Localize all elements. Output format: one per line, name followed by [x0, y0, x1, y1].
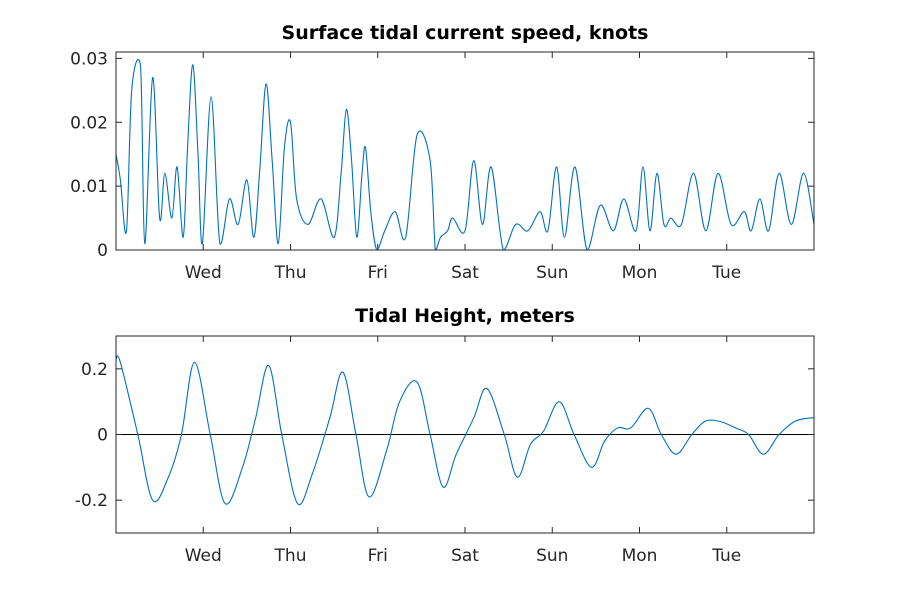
- tidal-height-x-tick-label: Sun: [536, 546, 568, 566]
- current-speed-line: [115, 58, 815, 251]
- current-speed-y-tick-label: 0.02: [70, 113, 108, 133]
- tidal-height-y-tick-label: 0: [97, 426, 108, 446]
- current-speed-x-tick-label: Sat: [451, 263, 479, 283]
- tidal-height-x-tick-label: Mon: [622, 546, 658, 566]
- tidal-height-axes: [115, 335, 815, 534]
- current-speed-y-tick-label: 0.03: [70, 49, 108, 69]
- current-speed-y-tick-label: 0.01: [70, 177, 108, 197]
- tidal-height-y-ticks: -0.2 0 0.2: [75, 360, 814, 511]
- tidal-height-panel: Tidal Height, meters -0.2 0 0.2 Wed Thu Fri S…: [75, 305, 815, 566]
- current-speed-x-tick-label: Tue: [711, 263, 741, 283]
- current-speed-x-tick-label: Thu: [274, 263, 307, 283]
- current-speed-y-tick-label: 0: [97, 241, 108, 261]
- tidal-height-x-ticks: Wed Thu Fri Sat Sun Mon Tue: [185, 336, 741, 566]
- current-speed-x-tick-label: Fri: [368, 263, 388, 283]
- tidal-height-y-tick-label: -0.2: [75, 491, 108, 511]
- tidal-height-title: Tidal Height, meters: [355, 305, 575, 327]
- current-speed-x-tick-label: Mon: [622, 263, 658, 283]
- current-speed-panel: Surface tidal current speed, knots 0 0.01…: [70, 22, 815, 283]
- current-speed-x-tick-label: Sun: [536, 263, 568, 283]
- current-speed-x-tick-label: Wed: [185, 263, 222, 283]
- current-speed-axes: [115, 51, 815, 251]
- tidal-height-x-tick-label: Tue: [711, 546, 741, 566]
- current-speed-title: Surface tidal current speed, knots: [282, 22, 649, 44]
- tidal-height-x-tick-label: Fri: [368, 546, 388, 566]
- tidal-height-x-tick-label: Thu: [274, 546, 307, 566]
- current-speed-x-ticks: Wed Thu Fri Sat Sun Mon Tue: [185, 52, 741, 283]
- current-speed-y-ticks: 0 0.01 0.02 0.03: [70, 49, 814, 261]
- tidal-height-x-tick-label: Wed: [185, 546, 222, 566]
- tidal-height-x-tick-label: Sat: [451, 546, 479, 566]
- tidal-height-y-tick-label: 0.2: [81, 360, 108, 380]
- tidal-height-line: [115, 355, 815, 506]
